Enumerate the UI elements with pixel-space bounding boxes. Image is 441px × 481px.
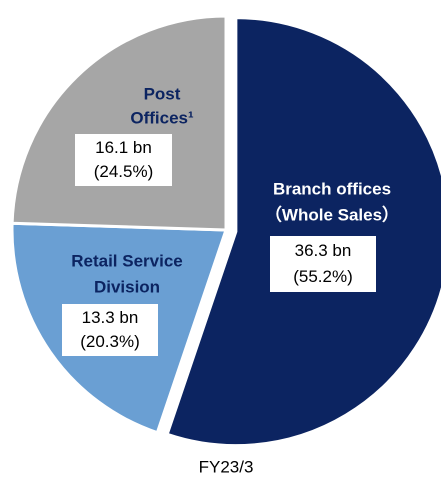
slice-label: Division (94, 277, 160, 296)
label-box (62, 304, 158, 356)
pie-slice (10, 14, 228, 232)
label-box (270, 236, 376, 292)
slice-label: Retail Service (71, 251, 183, 270)
amount-label: 36.3 bn (295, 241, 352, 260)
value-label: (20.3%) (80, 332, 140, 351)
slice-label: Branch offices (273, 179, 391, 198)
value-label: (55.2%) (293, 267, 353, 286)
label-box (75, 134, 172, 186)
slice-label: Post (144, 84, 181, 103)
slice-label: Offices¹ (130, 108, 194, 127)
amount-label: 16.1 bn (95, 138, 152, 157)
amount-label: 13.3 bn (82, 308, 139, 327)
value-label: (24.5%) (94, 162, 154, 181)
chart-title: FY23/3 (199, 457, 254, 476)
slice-label: （Whole Sales） (265, 204, 399, 224)
pie-slice (165, 16, 441, 448)
